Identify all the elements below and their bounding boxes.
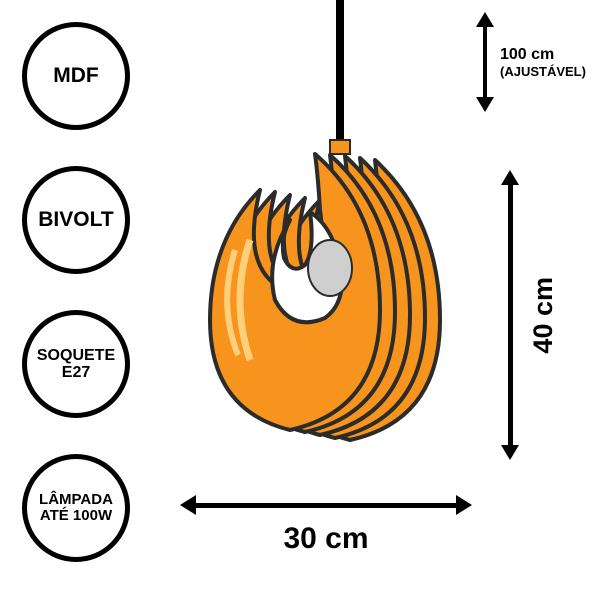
spec-label-line1: SOQUETE: [37, 347, 115, 364]
width-dimension: 30 cm: [180, 495, 472, 557]
pendant-lamp-figure: [180, 0, 480, 500]
cable-length-value: 100 cm: [500, 45, 586, 64]
spec-label: MDF: [53, 65, 99, 88]
double-arrow-vertical-icon: [480, 12, 490, 112]
spec-circles-column: MDF BIVOLT SOQUETE E27 LÂMPADA ATÉ 100W: [22, 22, 130, 562]
spec-circle-socket: SOQUETE E27: [22, 310, 130, 418]
spec-circle-mdf: MDF: [22, 22, 130, 130]
spec-label-line1: LÂMPADA: [39, 492, 113, 508]
double-arrow-vertical-icon: [505, 170, 515, 460]
height-dimension: 40 cm: [505, 170, 559, 460]
spec-label: BIVOLT: [38, 209, 113, 232]
spec-circle-bivolt: BIVOLT: [22, 166, 130, 274]
cable-length-note: (AJUSTÁVEL): [500, 64, 586, 80]
spec-circle-bulb: LÂMPADA ATÉ 100W: [22, 454, 130, 562]
spec-label-line2: ATÉ 100W: [40, 508, 112, 524]
width-value: 30 cm: [283, 521, 368, 557]
height-value: 40 cm: [527, 277, 559, 354]
cable-length-label: 100 cm (AJUSTÁVEL): [500, 45, 586, 80]
cable-length-dimension: 100 cm (AJUSTÁVEL): [480, 12, 586, 112]
spec-label-line2: E27: [62, 364, 90, 381]
